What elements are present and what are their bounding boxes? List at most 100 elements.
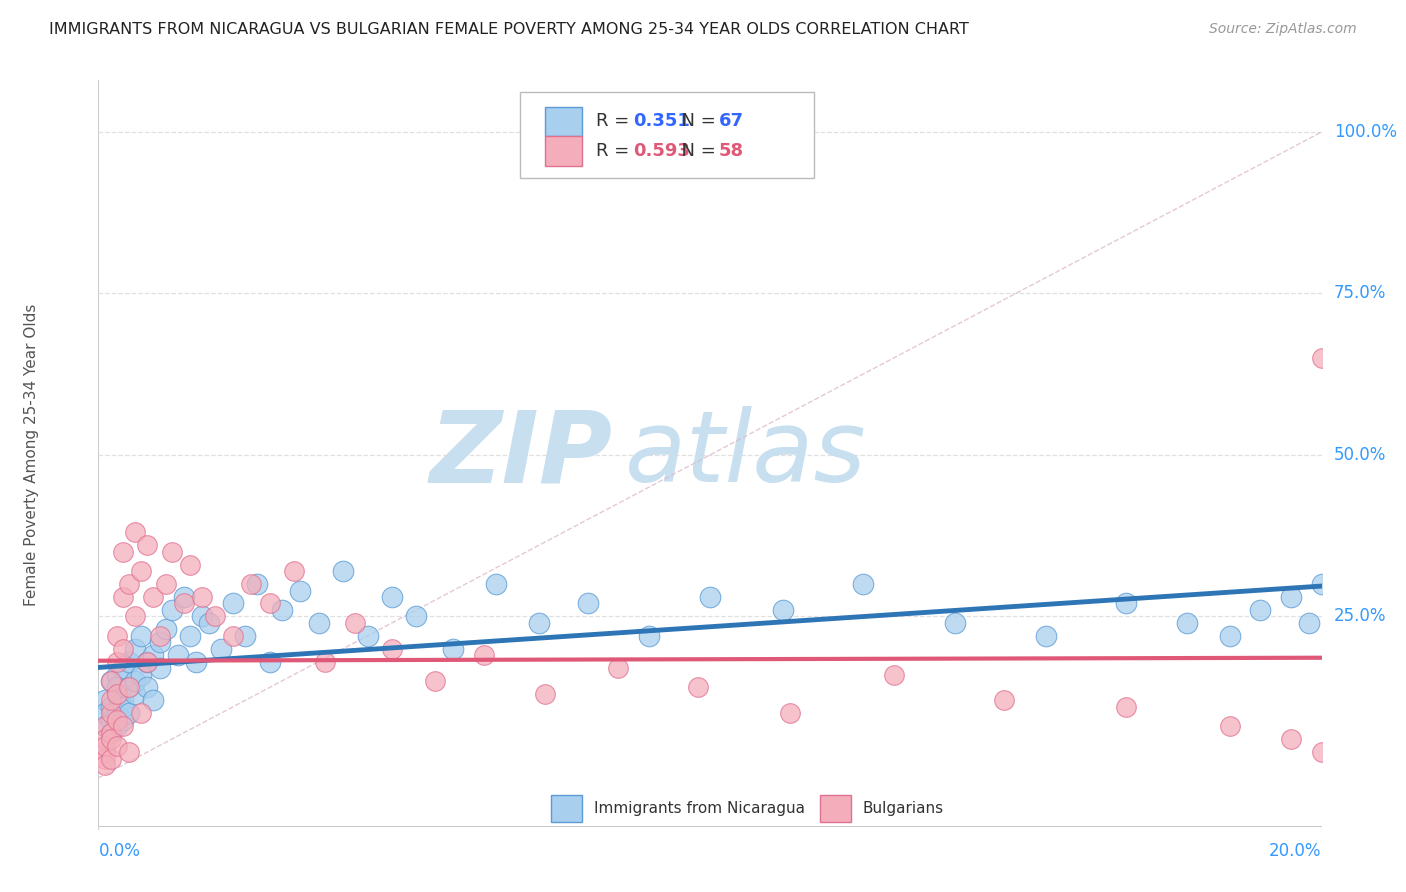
Point [105, 739, 128, 753]
Point [118, 706, 141, 721]
Text: 58: 58 [718, 143, 744, 161]
Point [160, 545, 183, 559]
Point [100, 713, 122, 727]
Text: 67: 67 [718, 112, 744, 130]
Point [290, 583, 312, 598]
Point [852, 577, 875, 591]
Point [111, 661, 134, 675]
Point [167, 648, 190, 662]
Point [142, 648, 165, 662]
Point [124, 641, 146, 656]
Point [423, 673, 446, 688]
Point [381, 590, 404, 604]
Point [105, 687, 128, 701]
Point [259, 655, 281, 669]
Point [136, 538, 159, 552]
Point [246, 577, 269, 591]
Point [100, 751, 122, 765]
Point [149, 629, 172, 643]
Point [93, 732, 115, 747]
Text: atlas: atlas [624, 407, 866, 503]
Point [527, 615, 550, 630]
Point [124, 525, 146, 540]
Point [191, 590, 214, 604]
Point [1115, 699, 1137, 714]
Point [142, 590, 165, 604]
Point [93, 693, 115, 707]
Point [186, 655, 208, 669]
Point [100, 725, 122, 739]
FancyBboxPatch shape [520, 92, 814, 178]
Point [209, 641, 232, 656]
Point [129, 564, 152, 578]
Text: Immigrants from Nicaragua: Immigrants from Nicaragua [593, 801, 804, 816]
Text: 50.0%: 50.0% [1334, 446, 1386, 464]
Point [129, 629, 152, 643]
Point [111, 693, 134, 707]
Point [118, 577, 141, 591]
Point [240, 577, 263, 591]
Point [270, 603, 292, 617]
Point [105, 713, 128, 727]
Point [155, 577, 177, 591]
Point [197, 615, 219, 630]
Point [607, 661, 630, 675]
Point [93, 719, 115, 733]
Point [204, 609, 226, 624]
Text: N =: N = [669, 112, 721, 130]
Point [943, 615, 966, 630]
Point [111, 545, 134, 559]
Point [105, 687, 128, 701]
Point [179, 629, 201, 643]
Point [699, 590, 721, 604]
Point [1298, 615, 1320, 630]
Point [93, 719, 115, 733]
Point [100, 673, 122, 688]
Point [111, 699, 134, 714]
Point [118, 745, 141, 759]
Point [111, 590, 134, 604]
Point [1249, 603, 1271, 617]
Text: N =: N = [669, 143, 721, 161]
Point [136, 655, 159, 669]
Point [93, 739, 115, 753]
Point [105, 706, 128, 721]
Point [405, 609, 427, 624]
Point [344, 615, 367, 630]
Point [381, 641, 404, 656]
Point [100, 693, 122, 707]
Point [883, 667, 905, 681]
Text: 25.0%: 25.0% [1334, 607, 1386, 625]
Point [129, 706, 152, 721]
Point [686, 681, 709, 695]
Point [100, 732, 122, 747]
Point [993, 693, 1015, 707]
Point [105, 667, 128, 681]
Point [173, 590, 195, 604]
Point [118, 681, 141, 695]
Point [124, 687, 146, 701]
Point [136, 655, 159, 669]
Point [160, 603, 183, 617]
Point [105, 629, 128, 643]
Text: 100.0%: 100.0% [1334, 123, 1398, 141]
Bar [546, 106, 582, 136]
Point [1279, 590, 1302, 604]
Text: R =: R = [596, 143, 636, 161]
Point [111, 719, 134, 733]
Point [779, 706, 801, 721]
Point [179, 558, 201, 572]
Point [259, 597, 281, 611]
Point [1219, 719, 1241, 733]
Text: 0.593: 0.593 [633, 143, 690, 161]
Point [441, 641, 464, 656]
Point [222, 597, 245, 611]
Point [111, 713, 134, 727]
Text: R =: R = [596, 112, 636, 130]
Point [155, 623, 177, 637]
Point [149, 635, 172, 649]
Point [100, 706, 122, 721]
Point [283, 564, 305, 578]
Point [105, 719, 128, 733]
Point [118, 655, 141, 669]
